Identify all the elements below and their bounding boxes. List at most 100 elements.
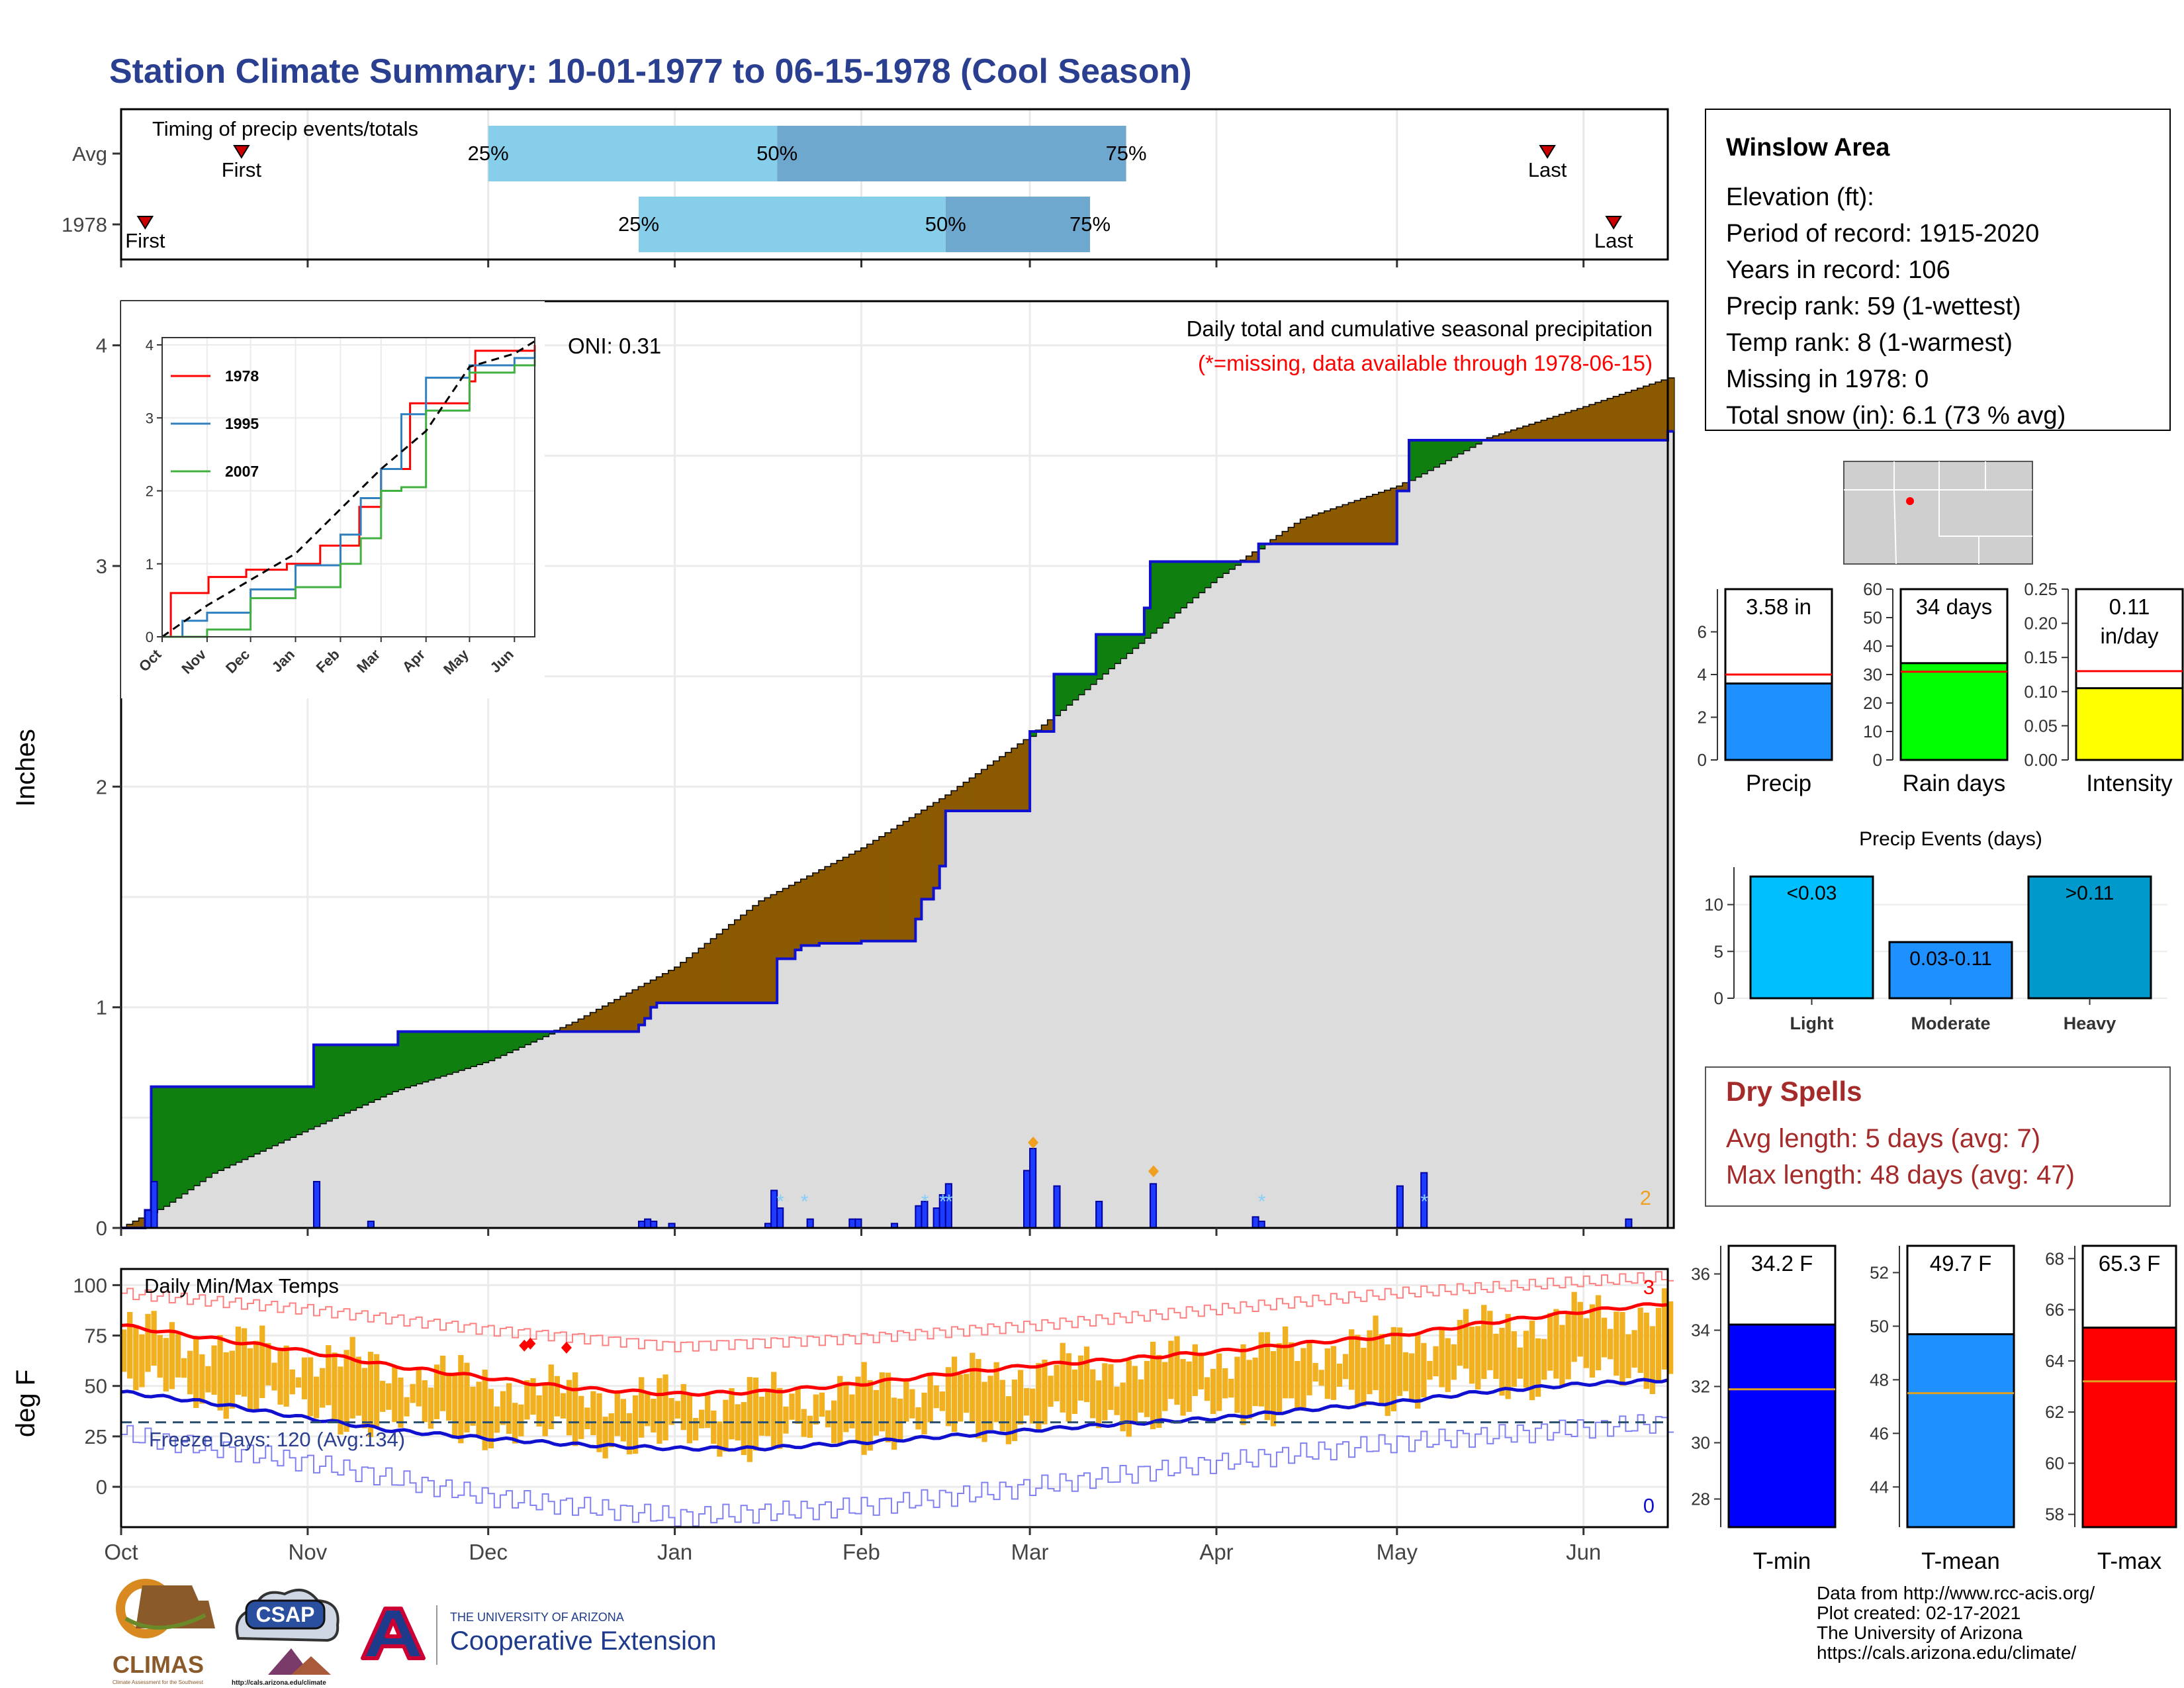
inset-line-avg — [161, 340, 535, 638]
below-average-fill — [1529, 424, 1536, 440]
temp-daily-bar — [530, 1378, 536, 1415]
temp-daily-bar — [783, 1406, 789, 1434]
temp-daily-bar — [1451, 1344, 1457, 1380]
timing-bar-50-75 — [945, 197, 1091, 252]
temp-daily-bar — [1324, 1348, 1330, 1399]
below-average-fill — [584, 1016, 591, 1032]
temp-daily-bar — [1060, 1342, 1066, 1413]
temp-daily-bar — [1367, 1330, 1373, 1395]
below-average-fill — [909, 818, 916, 941]
temp-daily-bar — [139, 1334, 145, 1387]
temp-daily-bar — [758, 1396, 765, 1436]
station-name: Winslow Area — [1726, 134, 1890, 162]
temp-x-tick-label: Dec — [469, 1540, 508, 1564]
above-average-fill — [1204, 561, 1211, 587]
above-average-fill — [1234, 561, 1241, 565]
above-average-fill — [512, 1031, 519, 1050]
ua-block-a — [361, 1607, 426, 1660]
temp-daily-bar — [1475, 1326, 1481, 1389]
temp-daily-bar — [127, 1311, 133, 1379]
temp-daily-bar — [1174, 1336, 1180, 1405]
summary-chart-t-mean: 44 46 48 50 52 49.7 F T-mean — [1870, 1244, 2015, 1574]
below-average-fill — [1601, 400, 1608, 440]
temp-daily-bar — [1565, 1314, 1571, 1380]
temp-daily-bar — [349, 1336, 355, 1419]
temp-daily-bar — [626, 1413, 633, 1455]
temp-daily-bar — [1541, 1338, 1547, 1380]
below-average-fill — [723, 929, 730, 1003]
temp-daily-bar — [590, 1391, 596, 1436]
above-average-fill — [247, 1086, 254, 1156]
snow-marker: * — [921, 1191, 929, 1213]
temp-daily-bar — [1300, 1348, 1306, 1411]
below-average-fill — [1270, 539, 1277, 544]
record-high-marker — [561, 1341, 572, 1354]
below-average-fill — [1589, 404, 1596, 440]
temp-daily-bar — [133, 1327, 139, 1391]
timing-first-label: First — [125, 229, 165, 252]
temp-daily-bar — [608, 1413, 614, 1448]
temp-daily-bar — [801, 1409, 807, 1437]
timing-row-label-year: 1978 — [62, 213, 107, 236]
temp-daily-bar — [361, 1368, 368, 1429]
below-average-fill — [717, 934, 723, 1003]
station-location-dot — [1906, 497, 1914, 505]
above-average-fill — [1439, 440, 1446, 463]
temp-panel: deg F 0 25 50 75 100 Oct Nov Dec Jan Feb Mar Apr Ma… — [11, 1268, 1674, 1564]
timing-last-marker — [1605, 216, 1622, 230]
temp-daily-bar — [512, 1403, 518, 1444]
timing-label: Timing of precip events/totals — [152, 117, 418, 140]
summary-y-tick-label: 0.25 — [2024, 579, 2058, 599]
temp-daily-bar — [121, 1329, 127, 1372]
events-y-tick-label: 0 — [1714, 988, 1723, 1008]
daily-precip-bar — [854, 1218, 862, 1229]
events-bar-label: 0.03-0.11 — [1909, 948, 1992, 970]
temp-daily-bar — [265, 1342, 271, 1385]
below-average-fill — [1625, 393, 1633, 440]
temp-daily-bar — [1168, 1340, 1174, 1399]
above-average-fill — [494, 1031, 501, 1058]
above-average-fill — [470, 1031, 477, 1066]
above-average-fill — [1162, 561, 1169, 623]
temp-daily-bar — [482, 1370, 488, 1450]
temp-daily-bar — [1481, 1305, 1487, 1380]
above-average-fill — [151, 1086, 158, 1213]
station-precip-rank: Precip rank: 59 (1-wettest) — [1726, 293, 2021, 320]
below-average-fill — [1643, 387, 1651, 440]
below-average-fill — [602, 1006, 610, 1032]
temp-daily-bar — [632, 1395, 639, 1454]
events-title: Precip Events (days) — [1859, 828, 2042, 850]
above-average-fill — [343, 1045, 351, 1113]
summary-value-bar — [1899, 662, 2009, 761]
temp-daily-bar — [735, 1404, 741, 1441]
summary-y-tick-label: 66 — [2045, 1300, 2064, 1320]
inset-legend: 1978 1995 2007 — [171, 367, 259, 480]
inset-y-tick-label: 0 — [146, 629, 154, 645]
below-average-fill — [1577, 408, 1584, 440]
below-average-fill — [1517, 428, 1524, 440]
temp-daily-bar — [524, 1380, 530, 1420]
temp-daily-bar — [1318, 1370, 1324, 1386]
summary-y-tick-label: 30 — [1691, 1433, 1710, 1453]
temp-daily-bar — [951, 1356, 958, 1432]
temp-daily-bar — [1625, 1334, 1631, 1378]
temp-y-tick-label: 25 — [85, 1425, 107, 1448]
temp-daily-bar — [320, 1368, 326, 1408]
above-average-fill — [488, 1031, 495, 1060]
temp-daily-bar — [674, 1401, 680, 1419]
temp-y-ticks: 0 25 50 75 100 — [73, 1274, 121, 1499]
below-average-fill — [976, 774, 982, 811]
station-elevation: Elevation (ft): — [1726, 183, 1874, 211]
temp-daily-bar — [686, 1394, 693, 1444]
temp-daily-bar — [645, 1391, 651, 1427]
temp-daily-bar — [1571, 1291, 1577, 1362]
temp-daily-bar — [259, 1325, 265, 1399]
dry-spells-box: Dry Spells Avg length: 5 days (avg: 7) M… — [1705, 1066, 2171, 1207]
above-average-fill — [1083, 674, 1091, 689]
temp-daily-bar — [813, 1394, 819, 1425]
summary-value-label: in/day — [2100, 624, 2159, 648]
temp-daily-bar — [1355, 1335, 1361, 1406]
below-average-fill — [1289, 528, 1295, 544]
above-average-fill — [422, 1031, 429, 1082]
below-average-fill — [951, 791, 958, 811]
